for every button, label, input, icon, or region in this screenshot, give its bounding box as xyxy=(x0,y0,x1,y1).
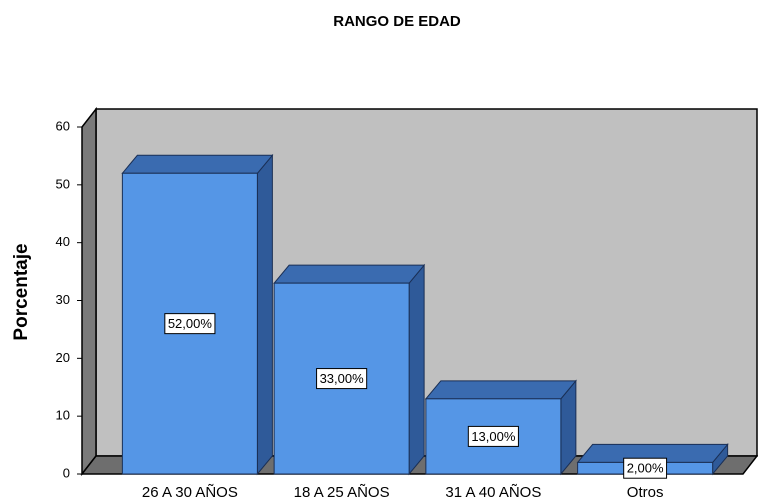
y-tick-label: 30 xyxy=(56,292,70,307)
x-tick-label: 26 A 30 AÑOS xyxy=(142,484,238,501)
data-label-box xyxy=(316,368,368,390)
data-label-box xyxy=(623,457,668,479)
data-label: 2,00% xyxy=(627,461,664,476)
data-label-box xyxy=(164,313,216,335)
x-tick-label: 18 A 25 AÑOS xyxy=(294,484,390,501)
bar-side xyxy=(408,263,425,476)
x-tick-label: 31 A 40 AÑOS xyxy=(445,484,541,501)
y-tick-label: 10 xyxy=(56,408,70,423)
data-label: 52,00% xyxy=(168,316,213,331)
y-tick-label: 20 xyxy=(56,350,70,365)
y-tick-label: 50 xyxy=(56,176,70,191)
bar-top xyxy=(273,264,426,284)
bar-side xyxy=(256,153,273,476)
y-tick-label: 40 xyxy=(56,234,70,249)
chart-title: RANGO DE EDAD xyxy=(333,13,461,30)
x-tick-label: Otros xyxy=(627,484,664,501)
y-axis-label: Porcentaje xyxy=(11,243,32,340)
y-tick-label: 60 xyxy=(56,118,70,133)
bar-top xyxy=(424,380,577,400)
data-label: 13,00% xyxy=(471,429,516,444)
bar-top xyxy=(121,154,274,174)
data-label-box xyxy=(467,425,519,447)
data-label: 33,00% xyxy=(320,371,365,386)
side-wall xyxy=(81,106,97,477)
y-tick-label: 0 xyxy=(63,465,70,480)
